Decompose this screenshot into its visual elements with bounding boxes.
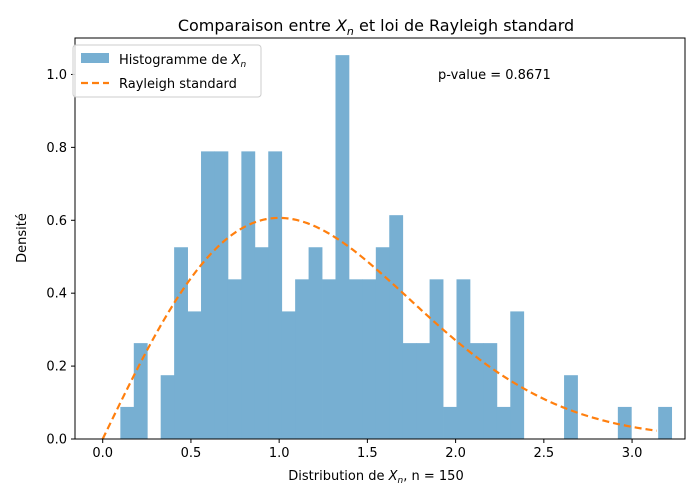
x-axis-ticks: 0.0 0.5 1.0 1.5 2.0 2.5 3.0 [92, 439, 642, 461]
histogram-bar [281, 311, 296, 439]
histogram-bar [402, 343, 417, 439]
x-tick-label: 1.0 [269, 446, 290, 461]
legend-box [72, 44, 262, 98]
histogram-bar [510, 311, 525, 439]
histogram-bar [160, 375, 175, 439]
histogram-bar [254, 247, 269, 439]
histogram-bar [658, 406, 673, 439]
x-tick-label: 2.0 [445, 446, 466, 461]
histogram-bar [295, 279, 309, 439]
y-axis-label: Densité [15, 213, 30, 263]
histogram-bar [335, 55, 350, 439]
rayleigh-curve [101, 216, 657, 440]
histogram-bar [375, 247, 390, 439]
histogram-bar [201, 151, 215, 439]
x-axis-label: Distribution de Xn, n = 150 [288, 469, 463, 486]
histogram-bar [241, 151, 256, 439]
y-tick-label: 0.0 [46, 433, 67, 448]
histogram-bar [429, 279, 444, 439]
histogram-bar [469, 343, 484, 439]
legend-swatch-histogram [81, 53, 109, 63]
histogram-bar [389, 215, 404, 439]
histogram-bar [308, 247, 323, 439]
histogram-bar [362, 279, 377, 439]
legend-label-curve: Rayleigh standard [119, 77, 237, 92]
histogram-bar [322, 279, 336, 439]
histogram-bar [214, 151, 229, 439]
histogram-bar [120, 406, 135, 439]
y-axis-ticks: 0.0 0.2 0.4 0.6 0.8 1.0 [46, 68, 75, 448]
histogram-bar [483, 343, 498, 439]
histogram-bar [617, 406, 632, 439]
histogram-bar [456, 279, 471, 439]
legend: Histogramme de Xn Rayleigh standard [72, 44, 262, 98]
y-tick-label: 0.8 [46, 141, 67, 156]
x-tick-label: 0.0 [92, 446, 113, 461]
histogram-bars [120, 55, 673, 439]
histogram-bar [227, 279, 242, 439]
legend-label-histogram: Histogramme de Xn [119, 53, 247, 70]
x-tick-label: 1.5 [357, 446, 378, 461]
histogram-bar [348, 279, 363, 439]
histogram-bar [268, 151, 283, 439]
histogram-bar [416, 343, 431, 439]
histogram-bar [133, 343, 148, 439]
x-tick-label: 0.5 [181, 446, 202, 461]
x-tick-label: 3.0 [622, 446, 643, 461]
histogram-bar [443, 406, 457, 439]
y-tick-label: 1.0 [46, 68, 67, 83]
y-tick-label: 0.6 [46, 214, 67, 229]
histogram-bar [496, 406, 511, 439]
histogram-bar [174, 247, 188, 439]
p-value-annotation: p-value = 0.8671 [438, 68, 551, 83]
y-tick-label: 0.2 [46, 360, 67, 375]
x-tick-label: 2.5 [533, 446, 554, 461]
y-tick-label: 0.4 [46, 287, 67, 302]
chart-title: Comparaison entre Xn et loi de Rayleigh … [178, 16, 574, 38]
histogram-bar [564, 375, 578, 439]
histogram-bar [187, 311, 202, 439]
plot-area-frame [74, 37, 686, 440]
